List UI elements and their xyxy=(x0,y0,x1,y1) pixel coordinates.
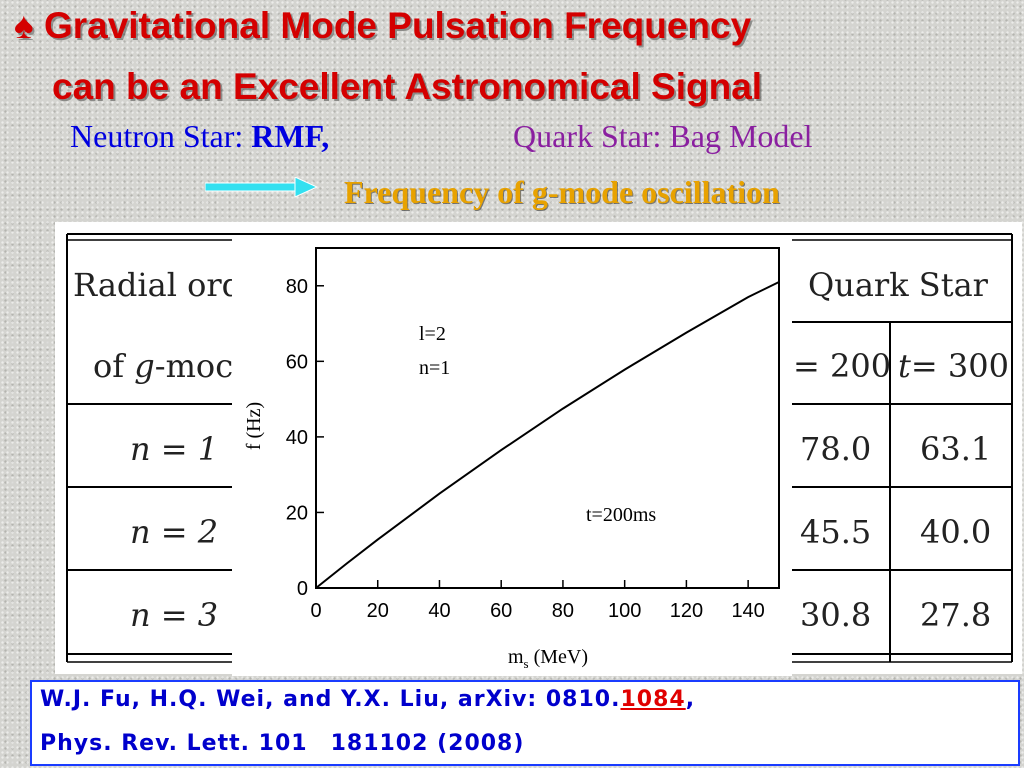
neutron-star-subtitle: Neutron Star: RMF, xyxy=(70,116,329,156)
table-row-2-col1: 45.5 xyxy=(800,513,871,551)
citation-arxiv-number: 1084 xyxy=(620,687,686,712)
slide-title-line-2: can be an Excellent Astronomical Signal xyxy=(52,66,763,107)
plot-frame xyxy=(315,247,780,589)
table-row-3-n: n = 3 xyxy=(130,596,218,634)
table-row-1-col1: 78.0 xyxy=(800,430,871,468)
citation-line-1: W.J. Fu, H.Q. Wei, and Y.X. Liu, arXiv: … xyxy=(40,687,696,712)
table-header-of-g-mode: of g-moc xyxy=(93,347,233,385)
y-tick-label: 80 xyxy=(286,276,308,298)
table-col2-header: t= 300 xyxy=(898,347,1009,385)
annotation-t: t=200ms xyxy=(586,504,656,526)
frequency-label: Frequency of g-mode oscillation xyxy=(344,174,780,210)
y-axis-label: f (Hz) xyxy=(243,402,265,450)
quark-star-label: Quark Star: xyxy=(513,118,670,154)
citation-line-2: Phys. Rev. Lett. 101 181102 (2008) xyxy=(40,731,525,756)
right-arrow-icon xyxy=(205,177,317,198)
y-tick-label: 20 xyxy=(286,502,308,524)
table-header-quark-star: Quark Star xyxy=(808,266,989,304)
table-row-1-n: n = 1 xyxy=(130,430,218,468)
x-tick-label: 80 xyxy=(552,600,574,622)
x-axis-label: ms (MeV) xyxy=(508,646,588,671)
x-tick-label: 0 xyxy=(310,600,321,622)
slide-title-line-1: ♠ Gravitational Mode Pulsation Frequency xyxy=(14,4,751,48)
series-line xyxy=(315,281,780,589)
title-text-1: Gravitational Mode Pulsation Frequency xyxy=(43,5,752,46)
y-tick-label: 40 xyxy=(286,427,308,449)
table-header-radial-order: Radial ord xyxy=(73,266,242,304)
x-tick-label: 120 xyxy=(670,600,703,622)
x-tick-label: 20 xyxy=(367,600,389,622)
table-row-2-n: n = 2 xyxy=(130,513,218,551)
quark-star-model: Bag Model xyxy=(669,118,813,154)
table-col1-header: = 200 xyxy=(793,347,891,385)
annotation-l: l=2 xyxy=(419,323,446,345)
table-row-1-col2: 63.1 xyxy=(920,430,991,468)
x-tick-label: 100 xyxy=(608,600,641,622)
x-tick-label: 140 xyxy=(731,600,764,622)
neutron-star-model: RMF, xyxy=(251,118,330,154)
citation-box: W.J. Fu, H.Q. Wei, and Y.X. Liu, arXiv: … xyxy=(30,680,1020,766)
neutron-star-label: Neutron Star: xyxy=(70,118,252,154)
quark-star-subtitle: Quark Star: Bag Model xyxy=(513,116,813,156)
y-tick-label: 0 xyxy=(297,578,308,600)
frequency-plot: 0 20 40 60 80 100 120 140 0 20 40 60 80 l=2 n=1 t=2… xyxy=(232,236,792,676)
y-tick-label: 60 xyxy=(286,351,308,373)
spade-bullet-icon: ♠ xyxy=(14,5,34,46)
x-tick-label: 40 xyxy=(428,600,450,622)
annotation-n: n=1 xyxy=(419,357,450,379)
table-row-3-col2: 27.8 xyxy=(920,596,991,634)
table-row-2-col2: 40.0 xyxy=(920,513,991,551)
table-row-3-col1: 30.8 xyxy=(800,596,871,634)
x-tick-label: 60 xyxy=(490,600,512,622)
